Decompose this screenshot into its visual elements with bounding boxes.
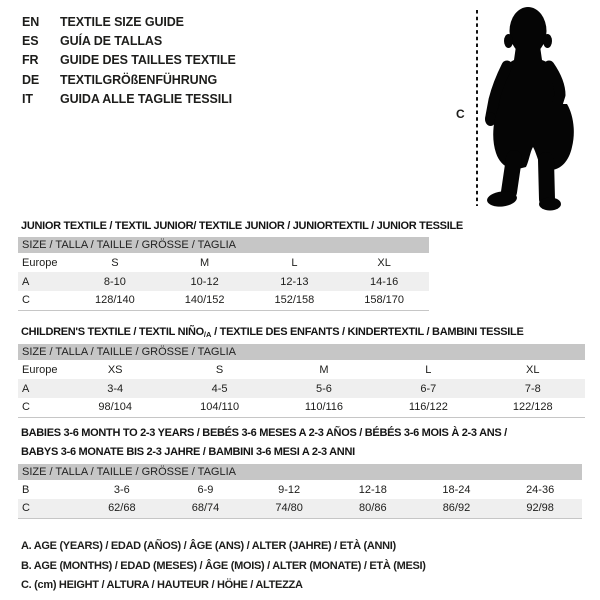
language-label: TEXTILE SIZE GUIDE [60,15,184,29]
size-header-cell: SIZE / TALLA / TAILLE / GRÖSSE / TAGLIA [18,237,429,253]
cell: L [291,256,298,269]
children-size-table: SIZE / TALLA / TAILLE / GRÖSSE / TAGLIA … [18,344,585,418]
row-label: A [22,382,30,395]
cell: XS [107,363,123,376]
language-label: GUIDE DES TAILLES TEXTILE [60,53,236,68]
note-age-years: A. AGE (YEARS) / EDAD (AÑOS) / ÂGE (ANS)… [21,540,396,552]
babies-size-table: SIZE / TALLA / TAILLE / GRÖSSE / TAGLIA … [18,464,582,519]
language-code: FR [22,53,39,68]
cell: 62/68 [108,502,136,515]
cell: 4-5 [211,382,228,395]
row-label: C [22,401,30,414]
height-measure-label: C [456,107,465,121]
baby-silhouette-icon [476,7,574,211]
cell: 14-16 [370,275,399,288]
language-row-en: EN TEXTILE SIZE GUIDE [22,13,236,32]
cell: 98/104 [98,401,133,414]
row-label: A [22,275,30,288]
table-row: C 128/140 140/152 152/158 158/170 [18,291,429,310]
table-row: Europe XS S M L XL [18,360,585,379]
note-height-cm: C. (cm) HEIGHT / ALTURA / HAUTEUR / HÖHE… [21,579,303,591]
table-row: Europe S M L XL [18,253,429,272]
cell: S [215,363,224,376]
row-label: B [22,483,30,496]
title-subscript: /A [203,330,212,339]
cell: 10-12 [190,275,219,288]
language-code: EN [22,15,40,29]
cell: 110/116 [304,401,344,414]
cell: 6-9 [197,483,214,496]
cell: M [200,256,210,269]
junior-size-table: SIZE / TALLA / TAILLE / GRÖSSE / TAGLIA … [18,237,429,311]
title-text: CHILDREN'S TEXTILE / TEXTIL NIÑO [21,326,204,338]
cell: 74/80 [275,502,303,515]
language-code: IT [22,91,33,106]
language-code: ES [22,34,39,49]
language-code: DE [22,72,40,87]
language-guide: EN TEXTILE SIZE GUIDE ES GUÍA DE TALLAS … [22,13,236,109]
row-label: C [22,502,30,515]
cell: 158/170 [364,294,404,307]
note-age-months: B. AGE (MONTHS) / EDAD (MESES) / ÂGE (MO… [21,559,426,572]
title-line: BABIES 3-6 MONTH TO 2-3 YEARS / BEBÉS 3-… [21,427,507,439]
cell: 18-24 [442,483,471,496]
cell: XL [377,256,391,269]
cell: 5-6 [316,382,332,395]
size-header-cell: SIZE / TALLA / TAILLE / GRÖSSE / TAGLIA [18,464,582,480]
cell: 7-8 [524,382,541,395]
cell: 116/122 [408,401,448,414]
language-row-de: DE TEXTILGRÖßENFÜHRUNG [22,71,236,90]
table-row: B 3-6 6-9 9-12 12-18 18-24 24-36 [18,480,582,499]
language-label: TEXTILGRÖßENFÜHRUNG [60,72,218,87]
cell: 92/98 [526,502,554,515]
cell: 12-13 [280,275,309,288]
title-line: BABYS 3-6 MONATE BIS 2-3 JAHRE / BAMBINI… [21,445,355,458]
cell: 24-36 [526,483,555,496]
row-label: C [22,294,30,307]
cell: 12-18 [358,483,387,496]
cell: 8-10 [103,275,126,288]
table-row: C 62/68 68/74 74/80 80/86 86/92 92/98 [18,499,582,518]
cell: M [319,363,329,376]
cell: XL [526,363,540,376]
section-title-babies: BABIES 3-6 MONTH TO 2-3 YEARS / BEBÉS 3-… [21,424,507,461]
cell: 152/158 [274,294,315,307]
table-header-row: SIZE / TALLA / TAILLE / GRÖSSE / TAGLIA [18,344,585,360]
cell: L [425,363,432,376]
language-row-it: IT GUIDA ALLE TAGLIE TESSILI [22,90,236,109]
title-text: / TEXTILE DES ENFANTS / KINDERTEXTIL / B… [211,326,524,338]
row-label: Europe [22,363,58,376]
table-header-row: SIZE / TALLA / TAILLE / GRÖSSE / TAGLIA [18,237,429,253]
cell: 80/86 [359,502,387,515]
table-header-row: SIZE / TALLA / TAILLE / GRÖSSE / TAGLIA [18,464,582,480]
language-label: GUIDA ALLE TAGLIE TESSILI [60,91,233,106]
cell: 9-12 [278,483,301,496]
cell: 3-4 [107,382,124,395]
section-title-children: CHILDREN'S TEXTILE / TEXTIL NIÑO/A / TEX… [21,323,524,345]
table-row: A 3-4 4-5 5-6 6-7 7-8 [18,379,585,398]
legend-notes: A. AGE (YEARS) / EDAD (AÑOS) / ÂGE (ANS)… [21,537,426,596]
cell: 140/152 [184,294,225,307]
language-row-fr: FR GUIDE DES TAILLES TEXTILE [22,51,236,70]
cell: 128/140 [94,294,135,307]
cell: 122/128 [512,401,553,414]
cell: 3-6 [113,483,130,496]
language-row-es: ES GUÍA DE TALLAS [22,32,236,51]
cell: 6-7 [420,382,437,395]
table-row: C 98/104 104/110 110/116 116/122 122/128 [18,398,585,417]
row-label: Europe [22,256,58,269]
cell: 86/92 [442,502,471,515]
cell: 68/74 [191,502,220,515]
cell: 104/110 [200,401,240,414]
table-row: A 8-10 10-12 12-13 14-16 [18,272,429,291]
size-header-cell: SIZE / TALLA / TAILLE / GRÖSSE / TAGLIA [18,344,585,360]
section-title-junior: JUNIOR TEXTILE / TEXTIL JUNIOR/ TEXTILE … [21,220,463,232]
cell: S [111,256,119,269]
language-label: GUÍA DE TALLAS [60,34,163,49]
